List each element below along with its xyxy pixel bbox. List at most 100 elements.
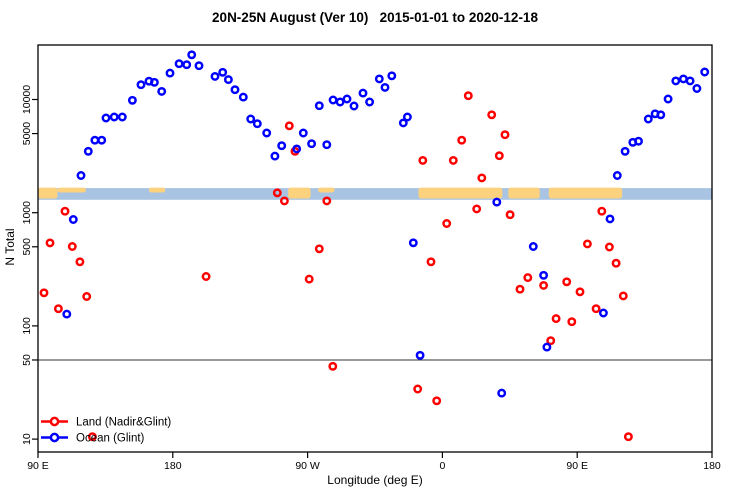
data-point-land [487,110,497,120]
data-point-ocean [402,112,412,122]
data-point-ocean [365,97,375,107]
legend-label-land: Land (Nadir&Glint) [76,417,171,429]
data-point-ocean [314,101,324,111]
data-point-ocean [387,71,397,81]
map-strip-land-segment [38,187,58,199]
plot-box [37,44,713,453]
data-point-ocean [127,95,137,105]
data-point-land [448,155,458,165]
chart-title: 20N-25N August (Ver 10) 2015-01-01 to 20… [212,10,538,25]
x-tick-label: 90 E [27,460,49,472]
data-point-ocean [620,146,630,156]
data-point-ocean [700,67,710,77]
map-strip-land-segment [57,187,86,193]
data-point-ocean [492,197,502,207]
data-point-land [60,206,70,216]
data-point-land [442,219,452,228]
data-point-ocean [374,74,384,84]
data-point-ocean [634,136,643,146]
data-point-land [546,336,556,346]
data-point-land [45,238,55,248]
data-point-land [426,257,436,267]
data-point-land [604,242,614,252]
data-point-ocean [415,350,425,360]
data-point-ocean [298,128,308,138]
data-point-land [611,258,621,268]
x-tick-label: 0 [439,460,445,472]
data-point-land [82,292,92,301]
data-point-land [279,196,289,206]
data-point-land [539,280,549,290]
data-point-land [597,206,607,216]
data-point-ocean [210,71,220,81]
data-point-ocean [165,68,175,78]
map-strip-land-segment [288,187,311,199]
data-point-land [39,288,49,298]
legend-label-ocean: Ocean (Glint) [76,433,145,445]
data-point-ocean [542,342,552,352]
map-strip-land-segment [548,187,623,199]
data-point-ocean [238,92,248,102]
data-point-land [618,291,628,301]
data-point-ocean [342,94,352,104]
data-point-land [418,155,428,165]
data-point-ocean [174,59,184,69]
data-point-ocean [335,97,345,107]
x-tick-label: 90 E [566,460,588,472]
data-point-ocean [692,84,702,93]
legend-marker-land-icon [49,416,60,427]
data-point-land [284,121,294,131]
data-point-ocean [497,388,507,398]
y-tick-label: 100 [21,317,33,335]
y-tick-label: 500 [21,238,33,256]
data-point-ocean [605,214,615,224]
data-point-ocean [671,76,681,86]
data-point-land [75,257,85,267]
data-point-ocean [380,82,390,92]
data-point-ocean [307,139,317,149]
data-point-land [67,242,77,251]
data-point-ocean [157,86,167,96]
x-tick-label: 180 [703,460,721,472]
y-tick-label: 5000 [21,122,33,146]
data-point-land [575,287,585,297]
data-point-ocean [292,144,302,154]
data-point-ocean [101,113,111,123]
data-point-ocean [612,171,622,180]
data-point-ocean [246,114,256,124]
data-point-land [477,173,487,183]
x-tick-label: 90 W [295,460,320,472]
data-point-land [505,210,515,220]
data-point-land [562,277,572,287]
data-point-ocean [76,171,86,180]
map-strip-land-segment [418,187,503,199]
data-point-ocean [97,135,107,145]
data-point-ocean [656,110,666,120]
data-point-land [623,432,633,442]
data-point-land [494,151,504,161]
data-point-ocean [685,76,695,86]
data-point-land [457,135,467,145]
x-tick-label: 180 [164,460,182,472]
data-point-ocean [83,146,93,156]
data-point-land [314,244,324,254]
data-point-land [432,396,442,406]
data-point-land [500,130,510,140]
data-point-ocean [182,60,192,70]
x-axis-title: Longitude (deg E) [327,473,423,487]
data-point-ocean [678,74,688,84]
map-strip-land-segment [318,187,335,193]
data-point-ocean [252,119,262,129]
data-point-ocean [223,75,233,85]
data-point-land [551,314,561,324]
data-point-land [591,304,601,314]
data-point-ocean [230,85,240,95]
data-point-land [523,273,533,283]
legend-marker-ocean-icon [49,432,60,443]
data-point-land [328,361,338,371]
data-point-land [87,432,97,442]
y-tick-label: 50 [21,354,33,366]
data-point-ocean [187,50,197,60]
